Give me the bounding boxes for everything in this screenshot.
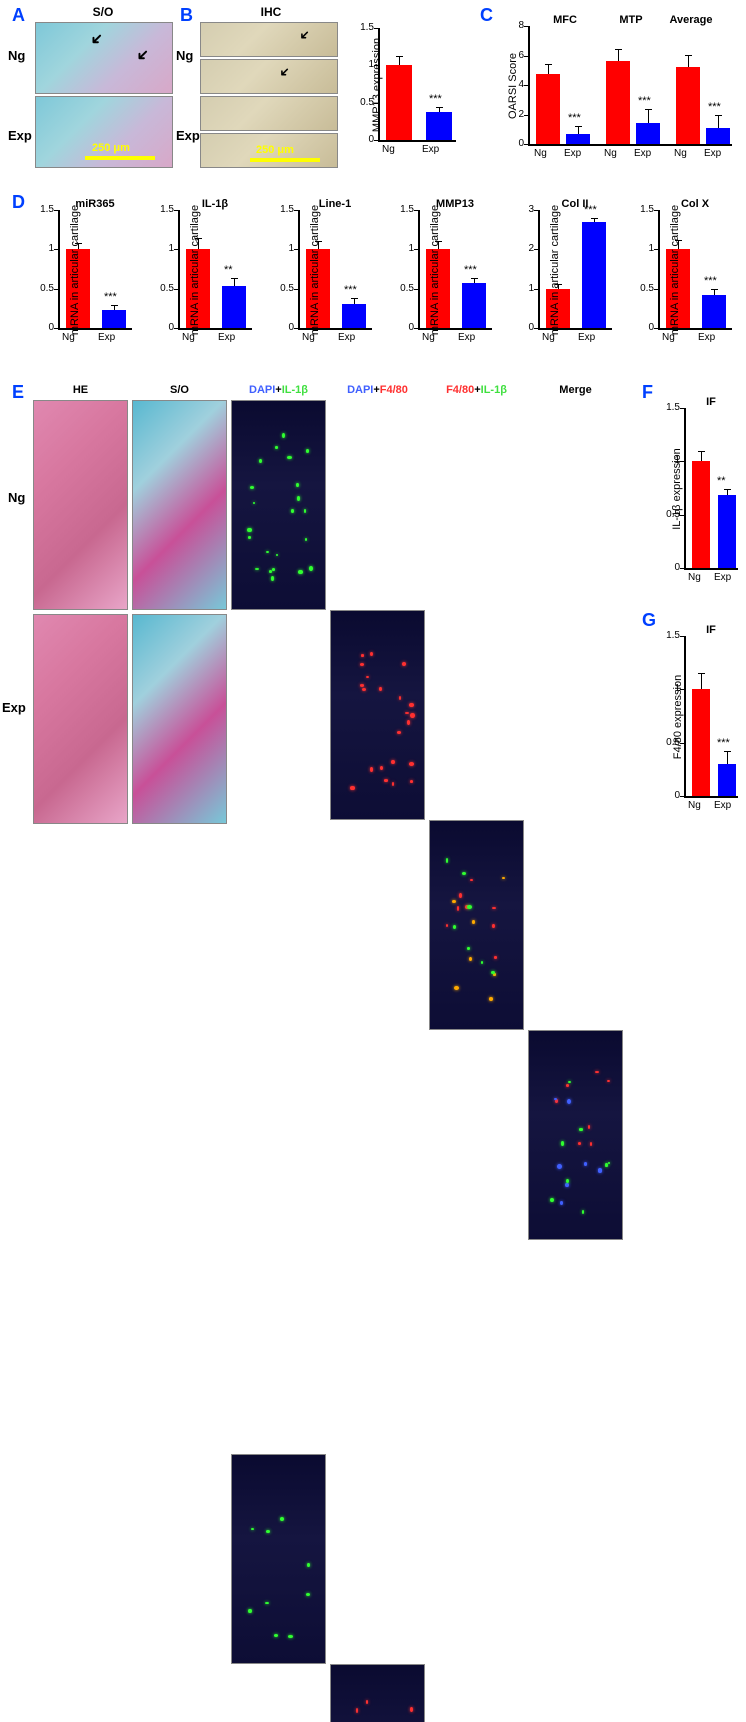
micrograph-e — [33, 614, 128, 824]
micrograph-b-exp1 — [200, 96, 338, 131]
row-label-b-exp: Exp — [176, 128, 200, 143]
chart-b: 00.511.5Ng***ExpMMP13 expression — [348, 18, 463, 158]
micrograph-e — [429, 820, 524, 1030]
arrow-icon: ➜ — [85, 27, 109, 51]
micrograph-e — [231, 400, 326, 610]
micrograph-e — [330, 1664, 425, 1722]
micrograph-e — [132, 400, 227, 610]
arrow-icon: ➜ — [275, 62, 294, 81]
chart-c: 02468*********MFCMTPAverageOARSI ScoreNg… — [498, 16, 738, 166]
micrograph-b-ng1: ➜ — [200, 22, 338, 57]
panel-label-c: C — [480, 5, 493, 26]
panel-label-b: B — [180, 5, 193, 26]
panel-label-d: D — [12, 192, 25, 213]
panel-label-e: E — [12, 382, 24, 403]
panel-a-title: S/O — [58, 5, 148, 19]
row-label-e-ng: Ng — [8, 490, 25, 505]
micrograph-b-ng2: ➜ — [200, 59, 338, 94]
arrow-icon: ➜ — [295, 25, 314, 44]
micrograph-e — [330, 610, 425, 820]
scale-text: 250 μm — [92, 142, 130, 154]
panel-b-title: IHC — [226, 5, 316, 19]
micrograph-e — [132, 614, 227, 824]
row-label-a-ng: Ng — [8, 48, 25, 63]
micrograph-e — [33, 400, 128, 610]
micrograph-e — [528, 1030, 623, 1240]
row-label-e-exp: Exp — [2, 700, 26, 715]
chart-f: 00.511.5Ng**ExpIL-1β expressionIF — [656, 398, 740, 598]
panel-label-g: G — [642, 610, 656, 631]
chart-g: 00.511.5Ng***ExpF4/80 expressionIF — [656, 626, 740, 826]
scale-bar — [85, 156, 155, 160]
row-label-b-ng: Ng — [176, 48, 193, 63]
row-label-a-exp: Exp — [8, 128, 32, 143]
scale-bar — [250, 158, 320, 162]
scale-text: 250 μm — [256, 144, 294, 156]
micrograph-e — [231, 1454, 326, 1664]
micrograph-a-ng: ➜ ➜ — [35, 22, 173, 94]
arrow-icon: ➜ — [131, 43, 155, 67]
panel-label-a: A — [12, 5, 25, 26]
panel-label-f: F — [642, 382, 653, 403]
